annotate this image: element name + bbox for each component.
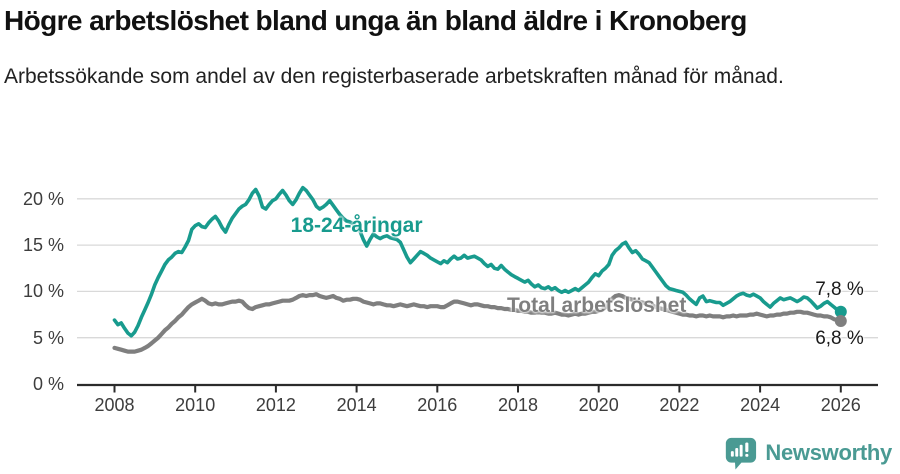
y-tick-label: 20 % <box>22 188 64 209</box>
y-tick-label: 10 % <box>22 281 64 302</box>
x-tick-label: 2024 <box>740 395 781 415</box>
series-end-value-0: 7,8 % <box>815 278 864 300</box>
newsworthy-logo-icon <box>726 437 757 470</box>
series-end-dot-1 <box>834 315 847 328</box>
series-end-dot-0 <box>834 305 847 318</box>
y-tick-label: 5 % <box>32 327 64 348</box>
logo-bar-medium <box>735 447 739 457</box>
logo-exclamation-dot <box>745 453 749 457</box>
series-end-value-1: 6,8 % <box>815 328 864 350</box>
series-line-0 <box>112 185 843 338</box>
x-tick-label: 2022 <box>659 395 700 415</box>
x-tick-label: 2016 <box>417 395 458 415</box>
x-tick-label: 2026 <box>820 395 861 415</box>
brand-name: Newsworthy <box>765 440 892 465</box>
logo-bar-short <box>731 451 735 457</box>
series-line-1 <box>112 292 843 354</box>
x-tick-label: 2012 <box>255 395 296 415</box>
x-tick-label: 2018 <box>497 395 539 415</box>
x-tick-label: 2020 <box>578 395 619 415</box>
y-tick-label: 15 % <box>22 235 64 256</box>
series-label-1: Total arbetslöshet <box>507 294 687 318</box>
y-tick-label: 0 % <box>32 374 64 394</box>
chart-header: Högre arbetslöshet bland unga än bland ä… <box>4 4 884 92</box>
x-tick-label: 2008 <box>94 395 135 415</box>
logo-bar-tall <box>740 444 744 457</box>
x-tick-label: 2010 <box>175 395 216 415</box>
chart-title: Högre arbetslöshet bland unga än bland ä… <box>4 5 747 36</box>
x-tick-label: 2014 <box>336 395 377 415</box>
footer-branding[interactable]: Newsworthy <box>724 436 892 470</box>
logo-exclamation-stem <box>745 442 749 453</box>
series-label-0: 18-24-åringar <box>290 213 423 237</box>
chart-subtitle: Arbetssökande som andel av den registerb… <box>4 65 784 88</box>
